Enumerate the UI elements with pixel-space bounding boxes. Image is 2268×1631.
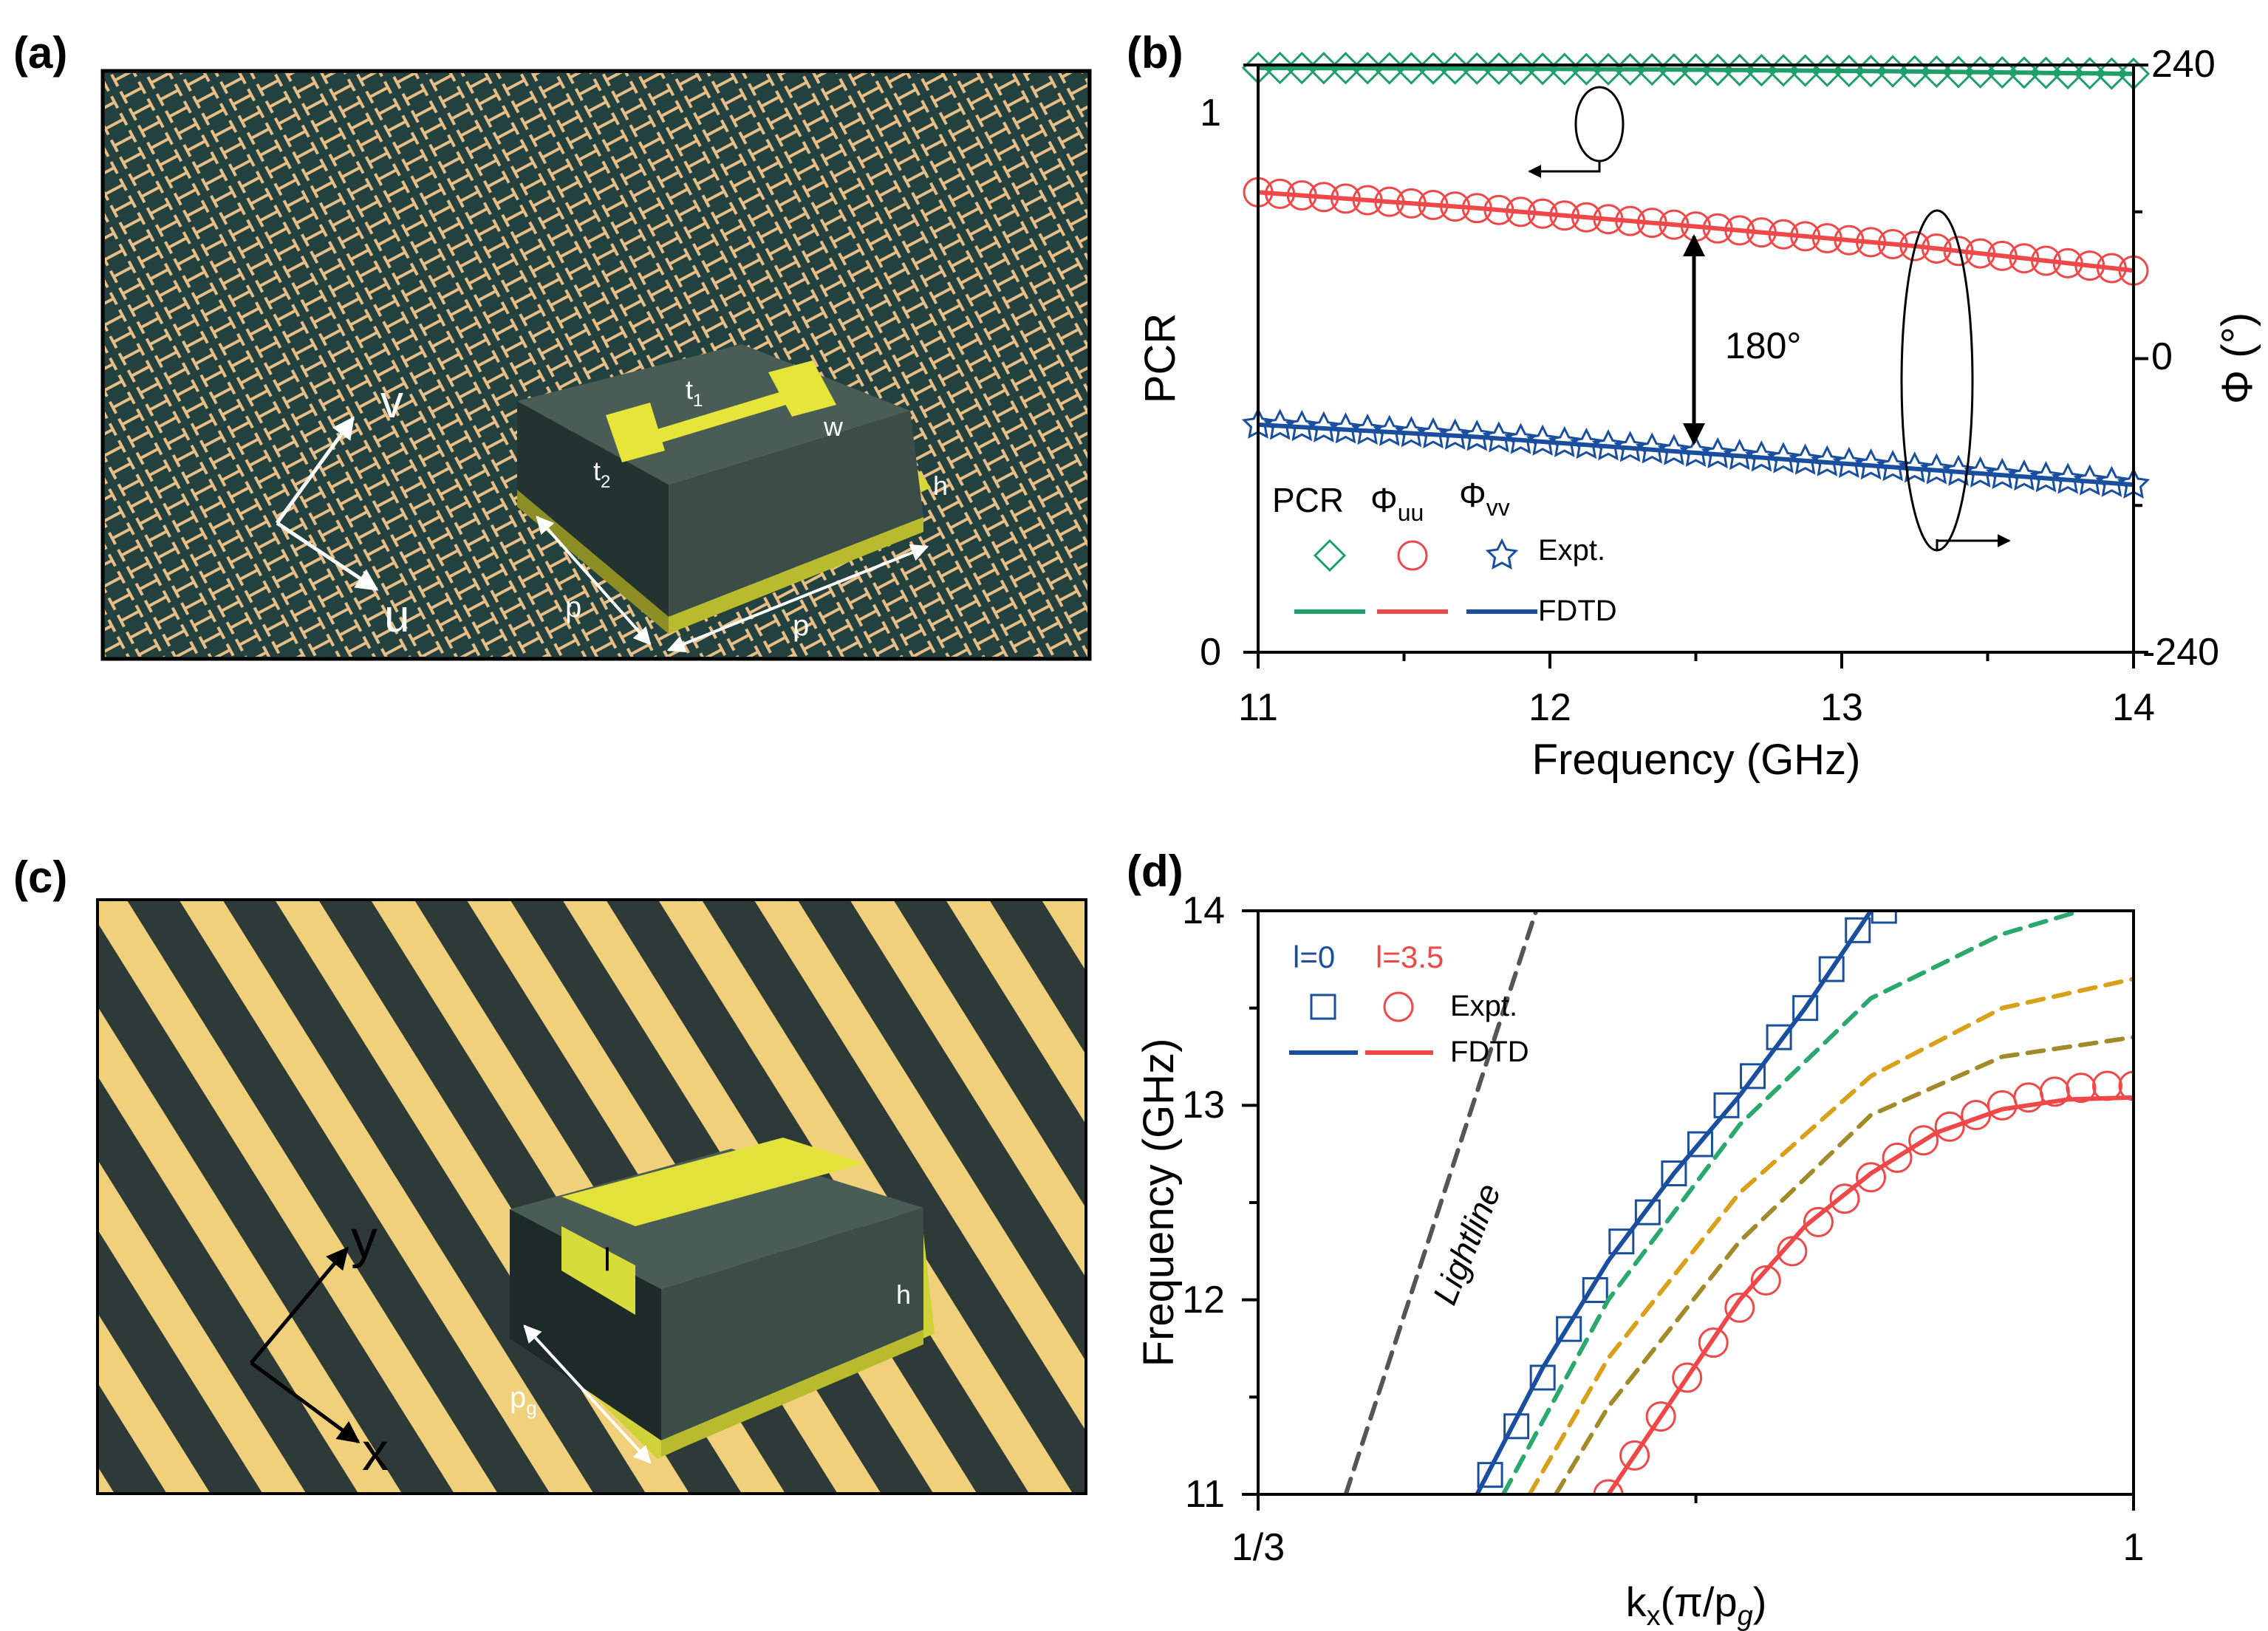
d-legend-square — [1310, 994, 1336, 1020]
b-legend-marker-0 — [1314, 539, 1346, 572]
p-dimension-arrow-1 — [536, 516, 652, 646]
d-line-0 — [1343, 911, 1539, 1494]
b-left-axis-title: PCR — [1136, 313, 1184, 403]
u-axis-label: u — [384, 591, 409, 642]
d-marker-7-10 — [1856, 1162, 1887, 1193]
d-legend-circle — [1383, 991, 1414, 1022]
b-ytick-right-240: 240 — [2151, 43, 2216, 86]
chart-b-legend-marks — [1294, 539, 1537, 614]
legend-l35-header: l=3.5 — [1376, 940, 1444, 974]
b-xtick-13: 13 — [1820, 686, 1863, 729]
v-axis-arrow — [275, 416, 355, 524]
chart-b-ticks — [1243, 64, 2148, 669]
legend-expt-label-d: Expt. — [1450, 990, 1517, 1022]
d-xtick-one-third: 1/3 — [1232, 1526, 1285, 1569]
b-ytick-right-neg240: -240 — [2142, 631, 2219, 674]
uv-axes — [275, 416, 379, 592]
panel-d: (d) 11 12 13 14 1/3 1 kx(π/pg) Frequency… — [1127, 847, 2145, 1631]
h-label-c: h — [896, 1279, 911, 1310]
d-plot-area — [1343, 911, 2134, 1494]
panel-a-label: (a) — [13, 28, 67, 78]
d-x-axis-title: kx(π/pg) — [1626, 1579, 1767, 1631]
x-axis-arrow — [250, 1361, 361, 1444]
panel-d-label: (d) — [1127, 847, 1183, 896]
l-label: l — [604, 1242, 611, 1278]
h-label: h — [933, 471, 948, 501]
d-ytick-11: 11 — [1185, 1473, 1225, 1516]
chart-b-marks — [1242, 52, 2150, 498]
b-ytick-left-1: 1 — [1200, 92, 1221, 134]
phase-right-axis-pointer — [1936, 534, 2011, 550]
d-xtick-one: 1 — [2123, 1526, 2145, 1569]
panel-b-label: (b) — [1127, 28, 1183, 78]
chart-d-legend-marks — [1289, 991, 1433, 1055]
d-line-5 — [1553, 1035, 2134, 1494]
d-ytick-12: 12 — [1182, 1279, 1225, 1321]
b-xtick-12: 12 — [1528, 686, 1571, 729]
d-y-axis-title: Frequency (GHz) — [1135, 1039, 1183, 1367]
legend-fdtd-label-b: FDTD — [1538, 595, 1617, 627]
chart-d-marks — [1343, 911, 2134, 1494]
panel-a: (a) v u t1 t2 w h p p — [13, 28, 1092, 661]
b-xtick-11: 11 — [1238, 686, 1278, 729]
lightline-label: Lightline — [1425, 1178, 1508, 1310]
b-ytick-right-0: 0 — [2151, 335, 2173, 378]
legend-fdtd-label-d: FDTD — [1450, 1036, 1529, 1068]
legend-phi-uu-header: Φuu — [1370, 481, 1424, 526]
u-axis-arrow — [276, 521, 379, 592]
chart-d-ticks — [1242, 909, 2135, 1511]
xy-axes — [250, 1246, 361, 1444]
pcr-axis-ellipse — [1574, 86, 1625, 163]
d-ytick-13: 13 — [1182, 1084, 1225, 1126]
d-line-1 — [1475, 911, 1874, 1494]
legend-expt-label-b: Expt. — [1538, 534, 1605, 567]
legend-phi-vv-header: Φvv — [1459, 476, 1510, 521]
b-xtick-14: 14 — [2112, 686, 2155, 729]
d-marker-7-19 — [2091, 1070, 2122, 1101]
legend-pcr-header: PCR — [1272, 481, 1344, 519]
panel-c: (c) y x l h pg — [13, 852, 1087, 1495]
d-marker-7-9 — [1829, 1183, 1860, 1214]
v-axis-label: v — [380, 377, 403, 428]
b-x-axis-title: Frequency (GHz) — [1532, 736, 1861, 784]
pg-label: pg — [510, 1381, 537, 1419]
x-axis-label: x — [362, 1423, 389, 1482]
b-ytick-left-0: 0 — [1200, 631, 1221, 674]
pcr-left-axis-pointer — [1528, 161, 1601, 178]
chart-d-frame — [1257, 909, 2135, 1496]
t1-label: t1 — [686, 375, 703, 411]
d-line-4 — [1527, 977, 2134, 1494]
b-legend-marker-2 — [1486, 539, 1517, 569]
d-marker-7-15 — [1987, 1090, 2018, 1121]
y-axis-label: y — [351, 1210, 378, 1269]
p-dimension-arrow-2 — [666, 544, 929, 653]
t2-label: t2 — [593, 456, 610, 492]
b-right-axis-title: Φ (°) — [2213, 312, 2261, 404]
d-line-3 — [1500, 911, 2083, 1494]
panel-b: (b) 1 0 240 0 -240 11 12 13 14 Frequency… — [1127, 28, 2261, 784]
panel-c-label: (c) — [13, 852, 67, 902]
b-legend-marker-1 — [1397, 540, 1428, 571]
b-line-0 — [1258, 66, 2134, 76]
p-label-1: p — [565, 591, 581, 623]
p-label-2: p — [793, 609, 809, 642]
y-axis-arrow — [250, 1246, 349, 1364]
w-label: w — [823, 411, 844, 442]
pg-dimension-arrow — [523, 1324, 652, 1464]
phase-difference-label: 180° — [1725, 325, 1801, 366]
legend-l0-header: l=0 — [1293, 940, 1335, 974]
d-ytick-14: 14 — [1182, 889, 1225, 932]
